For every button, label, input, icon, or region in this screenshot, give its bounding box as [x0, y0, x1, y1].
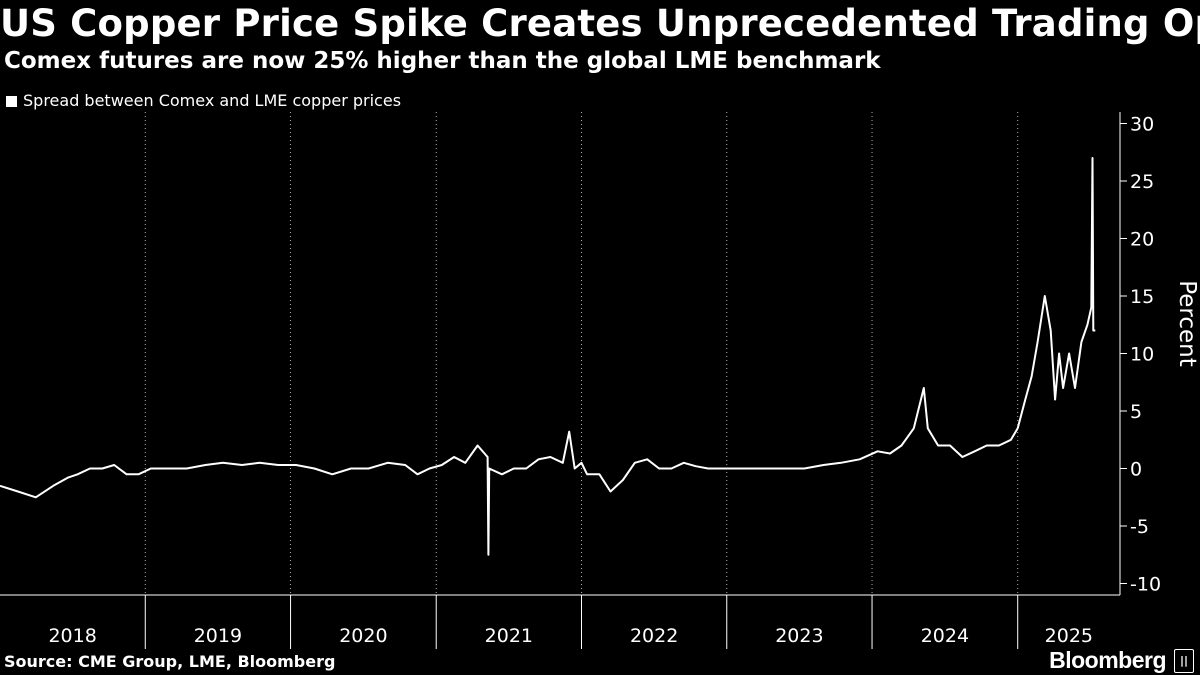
y-tick-label-0: 0 — [1130, 459, 1142, 481]
y-tick-label-10: 10 — [1130, 344, 1154, 366]
bloomberg-mark-icon: || — [1174, 649, 1194, 673]
legend: Spread between Comex and LME copper pric… — [6, 90, 401, 112]
x-tick-label-2019: 2019 — [194, 625, 242, 647]
x-tick-label-2022: 2022 — [630, 625, 678, 647]
legend-swatch — [6, 95, 17, 107]
x-tick-label-2021: 2021 — [485, 625, 533, 647]
y-axis-title: Percent — [1174, 280, 1200, 367]
legend-label: Spread between Comex and LME copper pric… — [23, 91, 402, 110]
x-tick-label-2018: 2018 — [48, 625, 96, 647]
y-tick-label--10: -10 — [1130, 574, 1161, 596]
x-tick-label-2024: 2024 — [921, 625, 969, 647]
chart-subtitle: Comex futures are now 25% higher than th… — [4, 48, 881, 74]
y-tick-label-30: 30 — [1130, 114, 1154, 136]
y-tick-label-15: 15 — [1130, 286, 1154, 308]
x-tick-label-2020: 2020 — [339, 625, 387, 647]
y-tick-label-5: 5 — [1130, 401, 1142, 423]
source-note: Source: CME Group, LME, Bloomberg — [4, 652, 336, 671]
y-tick-label-20: 20 — [1130, 229, 1154, 251]
y-tick-label--5: -5 — [1130, 516, 1149, 538]
bloomberg-logo: Bloomberg — [1049, 647, 1166, 673]
x-tick-label-2023: 2023 — [775, 625, 823, 647]
chart-title: US Copper Price Spike Creates Unpreceden… — [0, 2, 1200, 45]
x-tick-label-2025: 2025 — [1045, 625, 1093, 647]
series-line-0 — [0, 157, 1096, 556]
y-tick-label-25: 25 — [1130, 171, 1154, 193]
